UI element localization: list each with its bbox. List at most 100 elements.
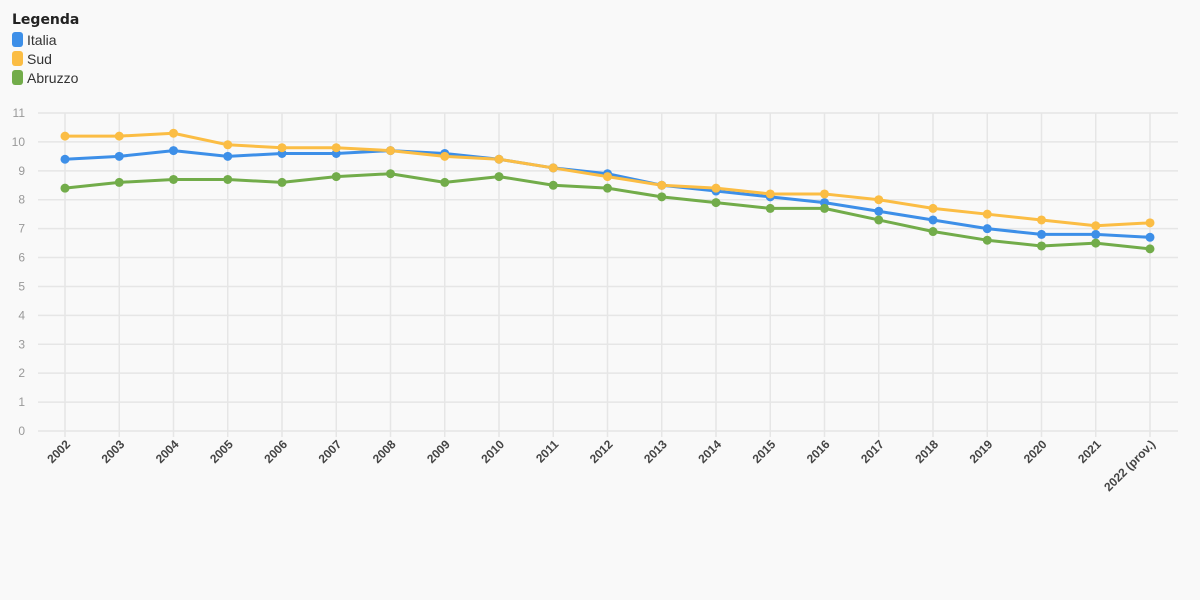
- data-point-abruzzo[interactable]: [548, 180, 558, 190]
- x-tick-label: 2014: [695, 437, 724, 466]
- x-tick-label: 2005: [207, 437, 236, 466]
- data-point-abruzzo[interactable]: [1145, 244, 1155, 254]
- legend-swatch-sud: [12, 51, 23, 66]
- data-point-sud[interactable]: [440, 151, 450, 161]
- x-tick-label: 2007: [316, 437, 345, 466]
- data-point-sud[interactable]: [1037, 215, 1046, 225]
- data-point-sud[interactable]: [169, 128, 178, 138]
- data-point-sud[interactable]: [657, 180, 667, 190]
- data-point-sud[interactable]: [223, 140, 233, 150]
- legend-label-italia: Italia: [27, 31, 57, 48]
- x-tick-label: 2008: [370, 437, 399, 466]
- data-point-sud[interactable]: [820, 189, 829, 199]
- x-tick-label: 2019: [967, 437, 996, 466]
- x-axis: 2002 2003 2004 2005 2006 2007 2008 2009 2010 2011…: [44, 437, 1158, 494]
- x-tick-label: 2002: [44, 437, 73, 466]
- data-point-sud[interactable]: [331, 143, 341, 153]
- data-point-abruzzo[interactable]: [603, 183, 612, 193]
- data-point-abruzzo[interactable]: [657, 192, 667, 202]
- data-point-abruzzo[interactable]: [982, 235, 992, 245]
- x-tick-label: 2016: [804, 437, 833, 466]
- x-tick-label: 2011: [533, 437, 562, 466]
- data-point-italia[interactable]: [1091, 229, 1101, 239]
- legend: Legenda Italia Sud Abruzzo: [12, 12, 79, 87]
- data-point-abruzzo[interactable]: [874, 215, 884, 225]
- y-tick-label: 4: [18, 308, 25, 322]
- data-point-sud[interactable]: [386, 146, 395, 156]
- x-tick-label: 2012: [587, 437, 616, 466]
- data-point-abruzzo[interactable]: [114, 177, 124, 187]
- y-tick-label: 9: [18, 164, 25, 178]
- y-tick-label: 0: [18, 424, 25, 438]
- legend-swatch-italia: [12, 32, 23, 47]
- data-point-sud[interactable]: [765, 189, 775, 199]
- data-point-italia[interactable]: [1037, 229, 1046, 239]
- data-point-sud[interactable]: [1145, 218, 1155, 228]
- data-point-sud[interactable]: [277, 143, 287, 153]
- data-point-abruzzo[interactable]: [60, 183, 70, 193]
- data-point-italia[interactable]: [874, 206, 884, 216]
- data-point-italia[interactable]: [982, 224, 992, 234]
- data-point-italia[interactable]: [928, 215, 938, 225]
- x-tick-label: 2004: [153, 437, 182, 466]
- data-point-sud[interactable]: [114, 131, 124, 141]
- data-point-abruzzo[interactable]: [223, 174, 233, 184]
- y-tick-label: 1: [18, 395, 25, 409]
- data-point-abruzzo[interactable]: [440, 177, 450, 187]
- y-tick-label: 11: [13, 106, 26, 120]
- legend-item-abruzzo[interactable]: Abruzzo: [12, 68, 79, 87]
- data-point-sud[interactable]: [711, 183, 721, 193]
- data-point-sud[interactable]: [494, 154, 504, 164]
- data-point-italia[interactable]: [1145, 232, 1155, 242]
- x-tick-label: 2009: [424, 437, 453, 466]
- data-point-abruzzo[interactable]: [711, 198, 721, 208]
- x-tick-label: 2010: [478, 437, 507, 466]
- data-point-italia[interactable]: [223, 151, 233, 161]
- legend-swatch-abruzzo: [12, 70, 23, 85]
- data-point-sud[interactable]: [603, 172, 612, 182]
- grid-lines: [38, 112, 1178, 437]
- data-point-italia[interactable]: [60, 154, 70, 164]
- y-tick-label: 10: [12, 135, 26, 149]
- data-point-abruzzo[interactable]: [1091, 238, 1101, 248]
- data-point-sud[interactable]: [548, 163, 558, 173]
- x-tick-label: 2018: [912, 437, 941, 466]
- y-tick-label: 7: [18, 222, 25, 236]
- data-point-sud[interactable]: [982, 209, 992, 219]
- data-point-sud[interactable]: [928, 203, 938, 213]
- data-point-abruzzo[interactable]: [169, 174, 178, 184]
- x-tick-label: 2017: [858, 437, 887, 466]
- data-point-abruzzo[interactable]: [386, 169, 395, 179]
- legend-item-sud[interactable]: Sud: [12, 49, 79, 68]
- data-point-abruzzo[interactable]: [277, 177, 287, 187]
- data-point-abruzzo[interactable]: [331, 172, 341, 182]
- x-tick-label: 2006: [261, 437, 290, 466]
- data-point-abruzzo[interactable]: [820, 203, 829, 213]
- legend-label-abruzzo: Abruzzo: [27, 69, 79, 86]
- data-point-abruzzo[interactable]: [765, 203, 775, 213]
- data-point-sud[interactable]: [1091, 221, 1101, 231]
- x-tick-label: 2020: [1021, 437, 1050, 466]
- y-tick-label: 5: [18, 279, 25, 293]
- legend-item-italia[interactable]: Italia: [12, 30, 79, 49]
- series-group: [60, 128, 1155, 254]
- data-point-sud[interactable]: [874, 195, 884, 205]
- legend-title: Legenda: [12, 12, 80, 28]
- data-point-abruzzo[interactable]: [928, 227, 938, 237]
- x-tick-label: 2003: [99, 437, 128, 466]
- y-tick-label: 2: [18, 366, 25, 380]
- legend-label-sud: Sud: [27, 50, 52, 67]
- y-tick-label: 3: [18, 337, 25, 351]
- y-tick-label: 6: [18, 251, 25, 265]
- data-point-abruzzo[interactable]: [494, 172, 504, 182]
- y-tick-label: 8: [18, 193, 25, 207]
- y-axis: 0 1 2 3 4 5 6 7 8 9 10 11: [12, 106, 26, 438]
- data-point-italia[interactable]: [114, 151, 124, 161]
- data-point-italia[interactable]: [169, 146, 178, 156]
- x-tick-label: 2013: [641, 437, 670, 466]
- x-tick-label: 2015: [750, 437, 779, 466]
- data-point-sud[interactable]: [60, 131, 70, 141]
- data-point-abruzzo[interactable]: [1037, 241, 1046, 251]
